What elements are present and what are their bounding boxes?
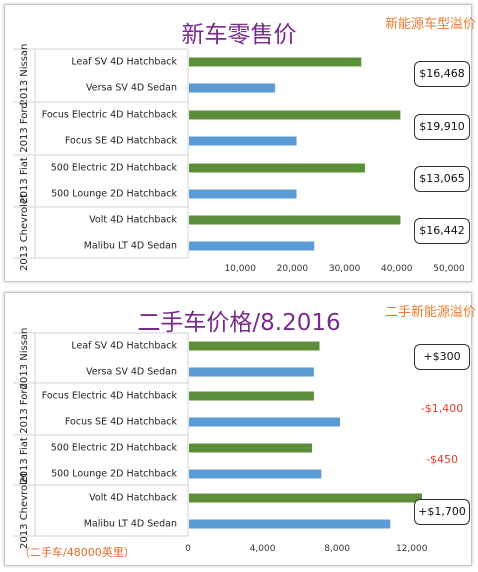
group-label: 2013 Nissan [19,328,30,390]
used-car-price-chart: 2013 Nissan Leaf SV 4D Hatchback Versa SV … [13,328,428,554]
x-tick-label: 8,000 [324,544,350,554]
bar [189,215,401,225]
x-tick-label: 4,000 [250,544,276,554]
group-label: 2013 Fiat [19,157,30,204]
bar [189,341,320,351]
bar [189,493,423,503]
x-tick-label: 0 [185,544,191,554]
bar [189,417,341,427]
category-label: Malibu LT 4D Sedan [84,519,177,530]
category-label: 500 Electric 2D Hatchback [51,163,178,174]
group-label: 2013 Chevrolet [19,472,30,549]
group-label: 2013 Fiat [19,437,30,484]
category-label: Leaf SV 4D Hatchback [71,341,177,352]
bar [189,469,322,479]
premium-value: -$1,400 [420,402,464,415]
premium-value: $19,910 [414,114,470,140]
x-tick-label: 40,000 [381,264,413,274]
bar [189,83,276,93]
category-label: Volt 4D Hatchback [89,215,177,226]
x-tick-label: 30,000 [329,264,361,274]
premium-value: +$1,700 [414,499,470,525]
category-label: Focus SE 4D Hatchback [65,417,178,428]
used-car-price-panel: 二手车价格/8.2016 二手新能源溢价 2013 Nissan Leaf SV … [4,292,477,566]
x-tick-label: 12,000 [396,544,428,554]
group-label: 2013 Nissan [19,44,30,106]
chart-title: 二手车价格/8.2016 [137,310,341,336]
bar [189,110,401,120]
group-label: 2013 Ford [19,383,30,433]
new-car-price-panel: 新车零售价 新能源车型溢价 2013 Nissan Leaf SV 4D Hatc… [4,4,477,282]
premium-value: -$450 [426,453,458,466]
bar [189,57,362,67]
bar [189,367,314,377]
bar [189,443,313,453]
category-label: 500 Lounge 2D Hatchback [51,469,177,480]
category-label: Malibu LT 4D Sedan [84,241,177,252]
category-label: Volt 4D Hatchback [89,493,177,504]
bar [189,163,365,173]
group-label: 2013 Ford [19,102,30,152]
category-label: Versa SV 4D Sedan [86,83,177,94]
category-label: Leaf SV 4D Hatchback [71,57,177,68]
category-label: Focus Electric 4D Hatchback [42,110,178,121]
group-label: 2013 Chevrolet [19,194,30,271]
bar [189,391,314,401]
premium-value: $16,442 [414,218,470,244]
category-label: Focus SE 4D Hatchback [65,136,178,147]
x-tick-label: 10,000 [224,264,256,274]
premium-header: 二手新能源溢价 [385,305,477,320]
new-car-price-chart: 2013 Nissan Leaf SV 4D Hatchback Versa SV … [13,44,465,274]
premium-value: $16,468 [414,61,470,87]
footnote: （二手车/48000英里） [19,546,135,559]
category-label: Focus Electric 4D Hatchback [42,391,178,402]
x-tick-label: 50,000 [433,264,465,274]
chart-title: 新车零售价 [181,22,297,48]
bar [189,189,297,199]
category-label: Versa SV 4D Sedan [86,367,177,378]
premium-value: +$300 [414,344,470,370]
bar [189,241,315,251]
bar [189,519,391,529]
category-label: 500 Electric 2D Hatchback [51,443,178,454]
premium-header: 新能源车型溢价 [385,17,477,32]
category-label: 500 Lounge 2D Hatchback [51,189,177,200]
premium-value: $13,065 [414,166,470,192]
x-tick-label: 20,000 [277,264,309,274]
bar [189,136,297,146]
